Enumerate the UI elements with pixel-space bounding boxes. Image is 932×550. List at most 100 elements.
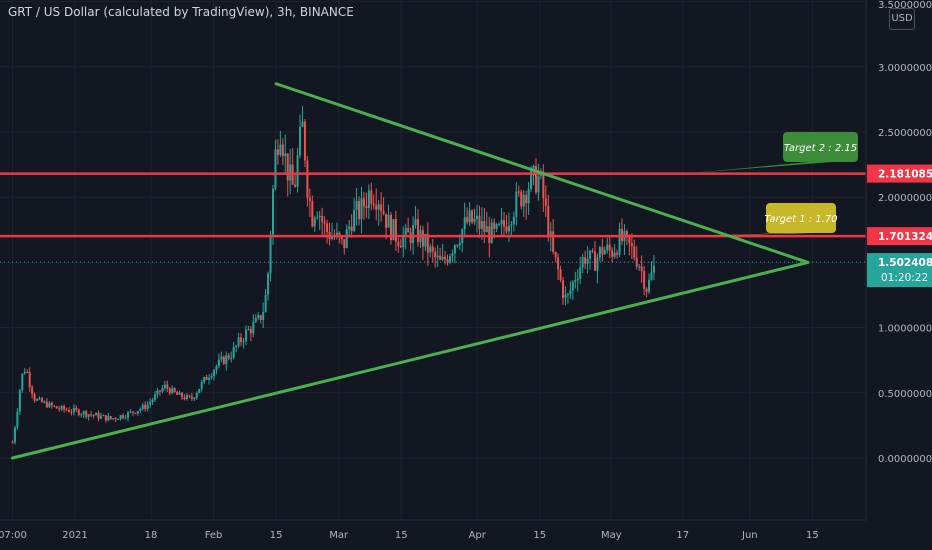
candle-body bbox=[154, 394, 157, 400]
callout-target-2: Target 2 : 2.15 bbox=[685, 132, 858, 174]
candle-body bbox=[198, 388, 201, 394]
candle-body bbox=[183, 397, 186, 400]
candle-body bbox=[515, 191, 518, 217]
candle-body bbox=[569, 290, 572, 295]
currency-button[interactable]: USD bbox=[889, 8, 915, 30]
candle-body bbox=[176, 392, 179, 395]
candle-body bbox=[360, 198, 363, 220]
candle-body bbox=[485, 226, 488, 233]
candle-body bbox=[11, 442, 14, 444]
current-price-badge bbox=[867, 253, 932, 288]
candle-body bbox=[426, 233, 429, 253]
candle-body bbox=[478, 215, 481, 229]
candle-body bbox=[95, 413, 98, 416]
candle-body bbox=[345, 229, 348, 249]
candle-body bbox=[552, 231, 555, 252]
candle-body bbox=[139, 408, 142, 411]
candle-body bbox=[149, 402, 152, 405]
candle-body bbox=[517, 191, 520, 193]
candle-body bbox=[564, 294, 567, 298]
trendline-upper bbox=[274, 82, 810, 264]
candle-body bbox=[596, 257, 599, 271]
time-tick-label: 17 bbox=[676, 530, 689, 541]
candle-body bbox=[112, 418, 115, 420]
candle-body bbox=[466, 217, 469, 223]
candle-body bbox=[323, 221, 326, 224]
time-tick-label: 18 bbox=[145, 530, 158, 541]
time-tick-label: 15 bbox=[270, 530, 283, 541]
candle-body bbox=[262, 312, 265, 321]
candle-body bbox=[579, 267, 582, 279]
candle-body bbox=[48, 402, 51, 408]
candle-body bbox=[340, 236, 343, 240]
candle-body bbox=[163, 384, 166, 389]
candle-body bbox=[97, 413, 100, 419]
candle-body bbox=[362, 198, 365, 207]
candle-body bbox=[232, 346, 235, 358]
candle-body bbox=[581, 257, 584, 268]
candle-body bbox=[448, 256, 451, 263]
candle-body bbox=[21, 373, 24, 391]
candle-body bbox=[55, 406, 58, 409]
candle-body bbox=[618, 228, 621, 255]
candle-body bbox=[107, 416, 110, 421]
trendlines bbox=[10, 82, 810, 460]
current-price-label: 1.50240872 bbox=[878, 257, 932, 269]
candle-body bbox=[203, 376, 206, 383]
candle-body bbox=[652, 265, 655, 273]
candle-body bbox=[397, 241, 400, 247]
candle-body bbox=[414, 219, 417, 225]
candle-body bbox=[294, 184, 297, 187]
candle-body bbox=[33, 394, 36, 401]
candle-body bbox=[85, 411, 88, 417]
callout-target-1: Target 1 : 1.70 bbox=[687, 203, 838, 237]
candle-body bbox=[544, 198, 547, 206]
candle-body bbox=[372, 203, 375, 206]
time-axis[interactable]: 07:00 2021 18 Feb 15 Mar 15 Apr 15 May 17 Jun 15 bbox=[0, 519, 866, 541]
candle-body bbox=[144, 404, 147, 409]
candle-body bbox=[36, 399, 39, 401]
time-tick-label: 15 bbox=[533, 530, 546, 541]
candle-body bbox=[240, 337, 243, 342]
candle-body bbox=[31, 387, 34, 395]
annotations: Target 2 : 2.15 Target 1 : 1.70 bbox=[685, 132, 858, 237]
candle-body bbox=[601, 247, 604, 255]
candle-body bbox=[313, 218, 316, 227]
candle-body bbox=[124, 417, 127, 419]
candle-body bbox=[375, 205, 378, 210]
candle-body bbox=[429, 246, 432, 253]
candle-body bbox=[530, 170, 533, 190]
candle-body bbox=[254, 318, 257, 323]
time-tick-label: 07:00 bbox=[0, 530, 27, 541]
candle-body bbox=[303, 121, 306, 161]
candle-body bbox=[424, 233, 427, 247]
callout-target-1-text: Target 1 : 1.70 bbox=[764, 214, 837, 225]
candle-body bbox=[505, 226, 508, 232]
candle-body bbox=[613, 252, 616, 257]
candle-body bbox=[264, 294, 267, 313]
time-tick-label: Apr bbox=[469, 530, 487, 541]
candle-body bbox=[417, 219, 420, 243]
candle-body bbox=[350, 226, 353, 232]
candle-body bbox=[249, 329, 252, 334]
candle-body bbox=[503, 220, 506, 227]
candle-body bbox=[259, 315, 262, 321]
candle-body bbox=[134, 412, 137, 414]
candle-body bbox=[458, 243, 461, 246]
callout-box bbox=[766, 203, 836, 233]
candle-body bbox=[13, 427, 16, 443]
candle-body bbox=[279, 144, 282, 155]
candle-body bbox=[185, 395, 188, 400]
candle-body bbox=[230, 357, 233, 359]
candle-body bbox=[200, 382, 203, 389]
time-tick-label: May bbox=[601, 530, 622, 541]
candle-body bbox=[276, 149, 279, 155]
candle-body bbox=[616, 252, 619, 255]
candle-body bbox=[122, 415, 125, 418]
candle-body bbox=[38, 398, 41, 400]
